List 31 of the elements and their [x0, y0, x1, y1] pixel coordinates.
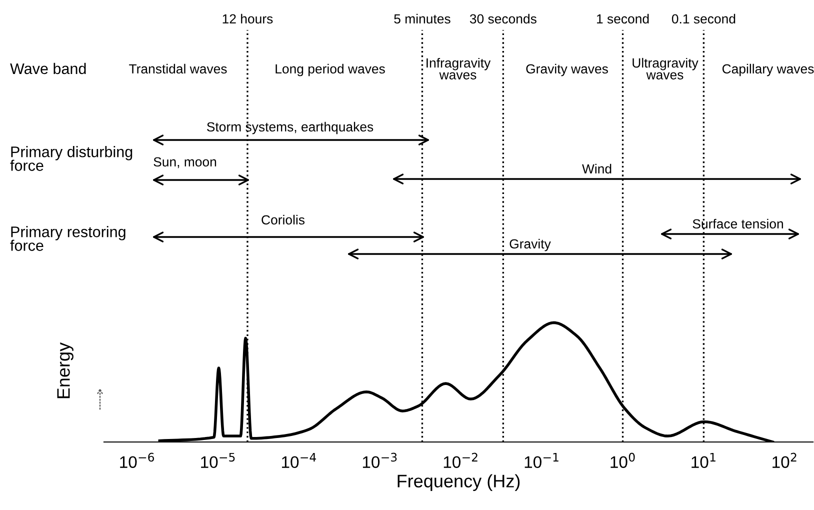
text: Wave band	[10, 62, 86, 74]
ref-line-label: 0.1 second	[672, 14, 736, 24]
text: Wind	[582, 164, 612, 174]
text: Capillary waves	[722, 64, 814, 76]
text: Primary disturbing force	[10, 146, 132, 171]
x-tick-label: 10$^{−3}$	[362, 452, 397, 468]
ref-line-label: 12 hours	[222, 14, 273, 24]
x-tick-label: 10$^{−5}$	[201, 452, 235, 468]
text: Storm systems, earthquakes	[207, 122, 374, 134]
x-tick-label: 10$^{1}$	[692, 452, 716, 468]
ref-line-label: 5 minutes	[394, 14, 450, 24]
x-tick-label: 10$^{−2}$	[444, 452, 478, 468]
y-axis-title: Energy	[57, 342, 74, 398]
text: Sun, moon	[154, 157, 216, 168]
x-tick-label: 10$^{0}$	[610, 452, 635, 468]
ref-line-label: 30 seconds	[470, 14, 536, 24]
text: Primary restoring force	[10, 226, 126, 251]
x-tick-label: 10$^{−4}$	[282, 452, 316, 468]
text: Gravity	[510, 238, 551, 252]
text: Gravity waves	[526, 64, 608, 76]
text: Infragravity waves	[426, 58, 491, 80]
text: Ultragravity waves	[632, 58, 698, 80]
x-tick-label: 10$^{−6}$	[120, 452, 154, 468]
text: Surface tension	[692, 218, 783, 229]
ref-line-label: 1 second	[596, 14, 649, 24]
x-axis-title: Frequency (Hz)	[398, 474, 520, 492]
x-tick-label: 10$^{2}$	[772, 452, 796, 468]
x-tick-label: 10$^{−1}$	[524, 452, 558, 468]
text: Coriolis	[262, 214, 305, 225]
text: Long period waves	[276, 64, 385, 76]
text: Transtidal waves	[129, 64, 227, 74]
